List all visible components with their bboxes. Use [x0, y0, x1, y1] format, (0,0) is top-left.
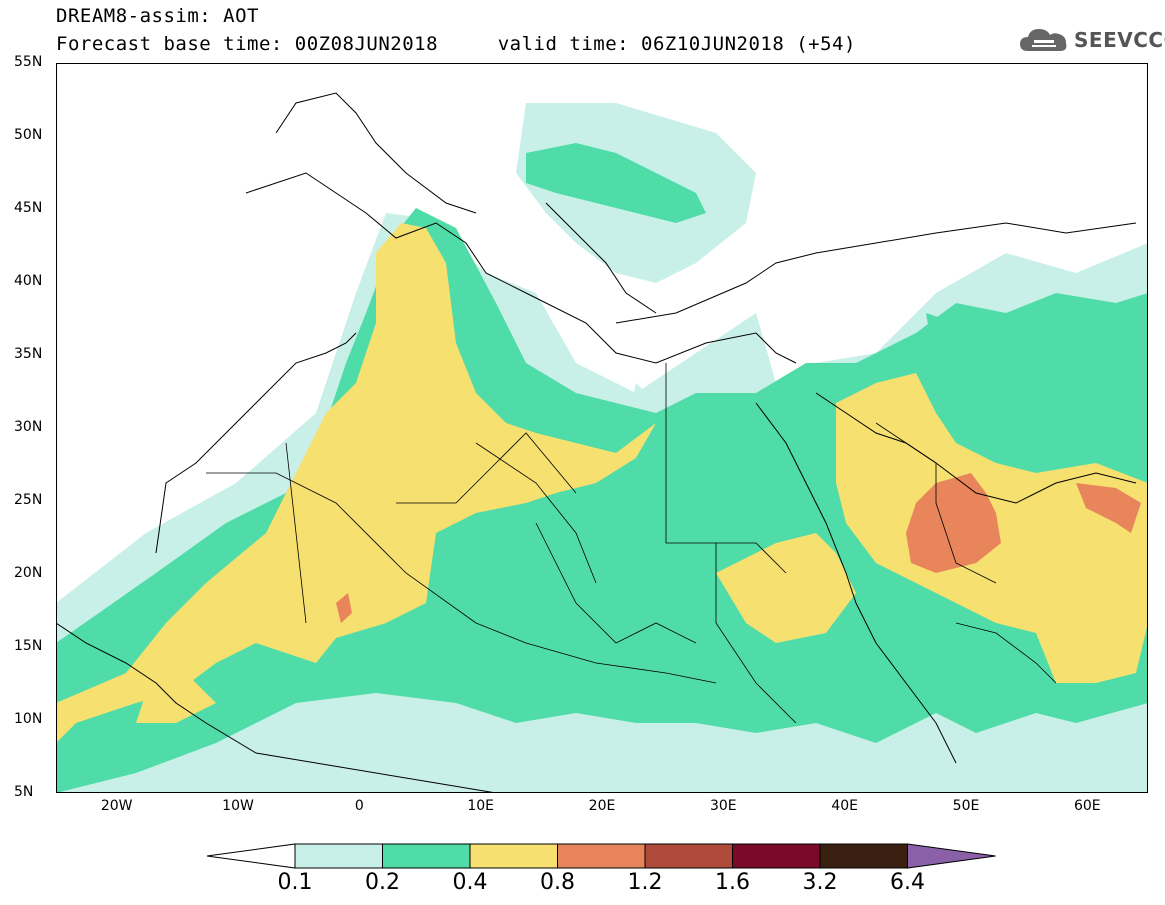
colorbar-segment — [294, 843, 383, 869]
lat-label: 45N — [14, 200, 43, 216]
cloud-icon — [1020, 29, 1067, 51]
lat-label: 55N — [14, 54, 43, 70]
colorbar-under-triangle — [206, 843, 296, 869]
seevccc-logo: SEEVCCC — [1018, 23, 1165, 57]
logo-text: SEEVCCC — [1074, 28, 1165, 52]
colorbar — [206, 843, 996, 869]
colorbar-label: 6.4 — [890, 870, 925, 895]
colorbar-segment — [819, 843, 908, 869]
lat-label: 40N — [14, 273, 43, 289]
lon-label: 0 — [354, 798, 364, 814]
lat-label: 15N — [14, 638, 43, 654]
lon-label: 40E — [831, 798, 858, 814]
title-line-1: DREAM8-assim: AOT — [56, 5, 259, 27]
lon-label: 10W — [222, 798, 254, 814]
map-area — [56, 63, 1148, 793]
title-line-2: Forecast base time: 00Z08JUN2018 valid t… — [56, 33, 856, 55]
aot-layer-0.8 — [336, 473, 1141, 623]
colorbar-label: 0.8 — [540, 870, 575, 895]
map-border — [56, 63, 1148, 793]
borders — [206, 363, 1057, 724]
lat-label: 20N — [14, 565, 43, 581]
coastlines — [56, 92, 1137, 793]
colorbar-segment — [557, 843, 646, 869]
colorbar-label: 1.6 — [715, 870, 750, 895]
colorbar-label: 3.2 — [802, 870, 838, 895]
lat-label: 35N — [14, 346, 43, 362]
lon-label: 10E — [467, 798, 494, 814]
colorbar-segment — [382, 843, 471, 869]
colorbar-label: 0.1 — [277, 870, 313, 895]
colorbar-label: 0.4 — [452, 870, 488, 895]
lat-label: 50N — [14, 127, 43, 143]
lon-label: 20W — [100, 798, 133, 814]
aot-layer-0.4 — [56, 223, 1148, 743]
aot-map — [56, 63, 1148, 793]
colorbar-label: 1.2 — [627, 870, 663, 895]
lon-label: 20E — [588, 798, 616, 814]
colorbar-over-triangle — [907, 843, 996, 869]
lat-label: 10N — [14, 711, 43, 727]
lat-label: 30N — [14, 419, 43, 435]
lon-label: 30E — [709, 798, 737, 814]
lon-label: 50E — [952, 798, 980, 814]
colorbar-segment — [469, 843, 558, 869]
colorbar-segment — [644, 843, 733, 869]
lat-label: 25N — [14, 492, 43, 508]
colorbar-segment — [732, 843, 821, 869]
lon-label: 60E — [1073, 798, 1101, 814]
lat-label: 5N — [14, 784, 34, 800]
colorbar-label: 0.2 — [365, 870, 400, 895]
